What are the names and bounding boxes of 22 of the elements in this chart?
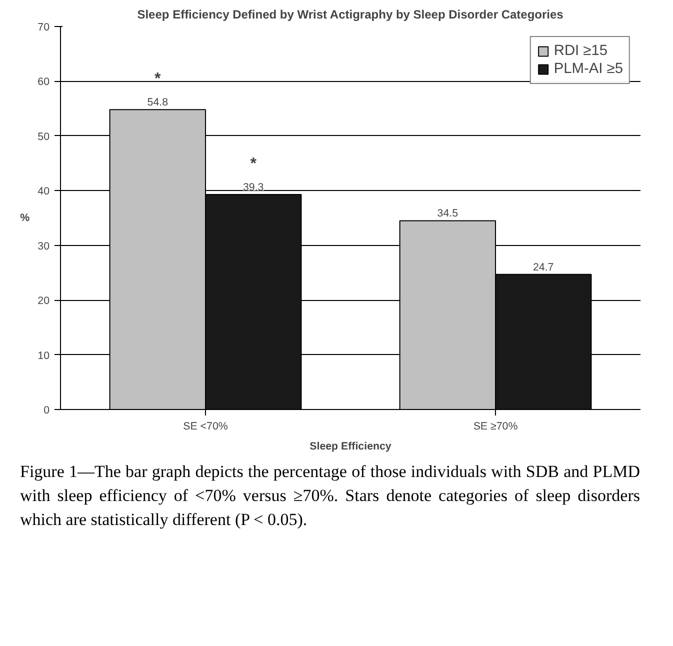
x-axis-title: Sleep Efficiency	[310, 440, 392, 452]
y-tick-label: 70	[38, 22, 50, 34]
y-tick-label: 60	[38, 76, 50, 88]
annotation: *	[250, 155, 258, 172]
annotation: *	[154, 70, 162, 88]
data-label: 24.7	[532, 261, 554, 274]
y-tick-label: 50	[38, 130, 50, 143]
x-tick-label: SE ≥70%	[473, 420, 518, 432]
data-label: 39.3	[242, 181, 264, 194]
legend-label: RDI ≥15	[554, 43, 608, 59]
data-label: 34.5	[437, 208, 458, 220]
y-tick-label: 30	[38, 240, 50, 252]
chart-title: Sleep Efficiency Defined by Wrist Actigraphy by Sleep Disorder Categories	[137, 8, 564, 22]
caption: Figure 1—The bar graph depicts the percentage of those individuals with SDB and PLMD with sleep efficiency of <70% versus ≥70%. Stars denote categories of sleep disorders which are statistically different (P < 0.05).	[20, 461, 640, 531]
data-label: 54.8	[147, 96, 168, 109]
legend-label: PLM-AI ≥5	[554, 61, 623, 77]
y-axis-title: %	[20, 212, 30, 224]
x-tick-label: SE <70%	[183, 420, 228, 432]
y-tick-label: 40	[38, 186, 50, 198]
y-tick-label: 10	[38, 350, 50, 362]
y-tick-label: 20	[38, 295, 50, 308]
y-tick-label: 0	[44, 404, 50, 416]
